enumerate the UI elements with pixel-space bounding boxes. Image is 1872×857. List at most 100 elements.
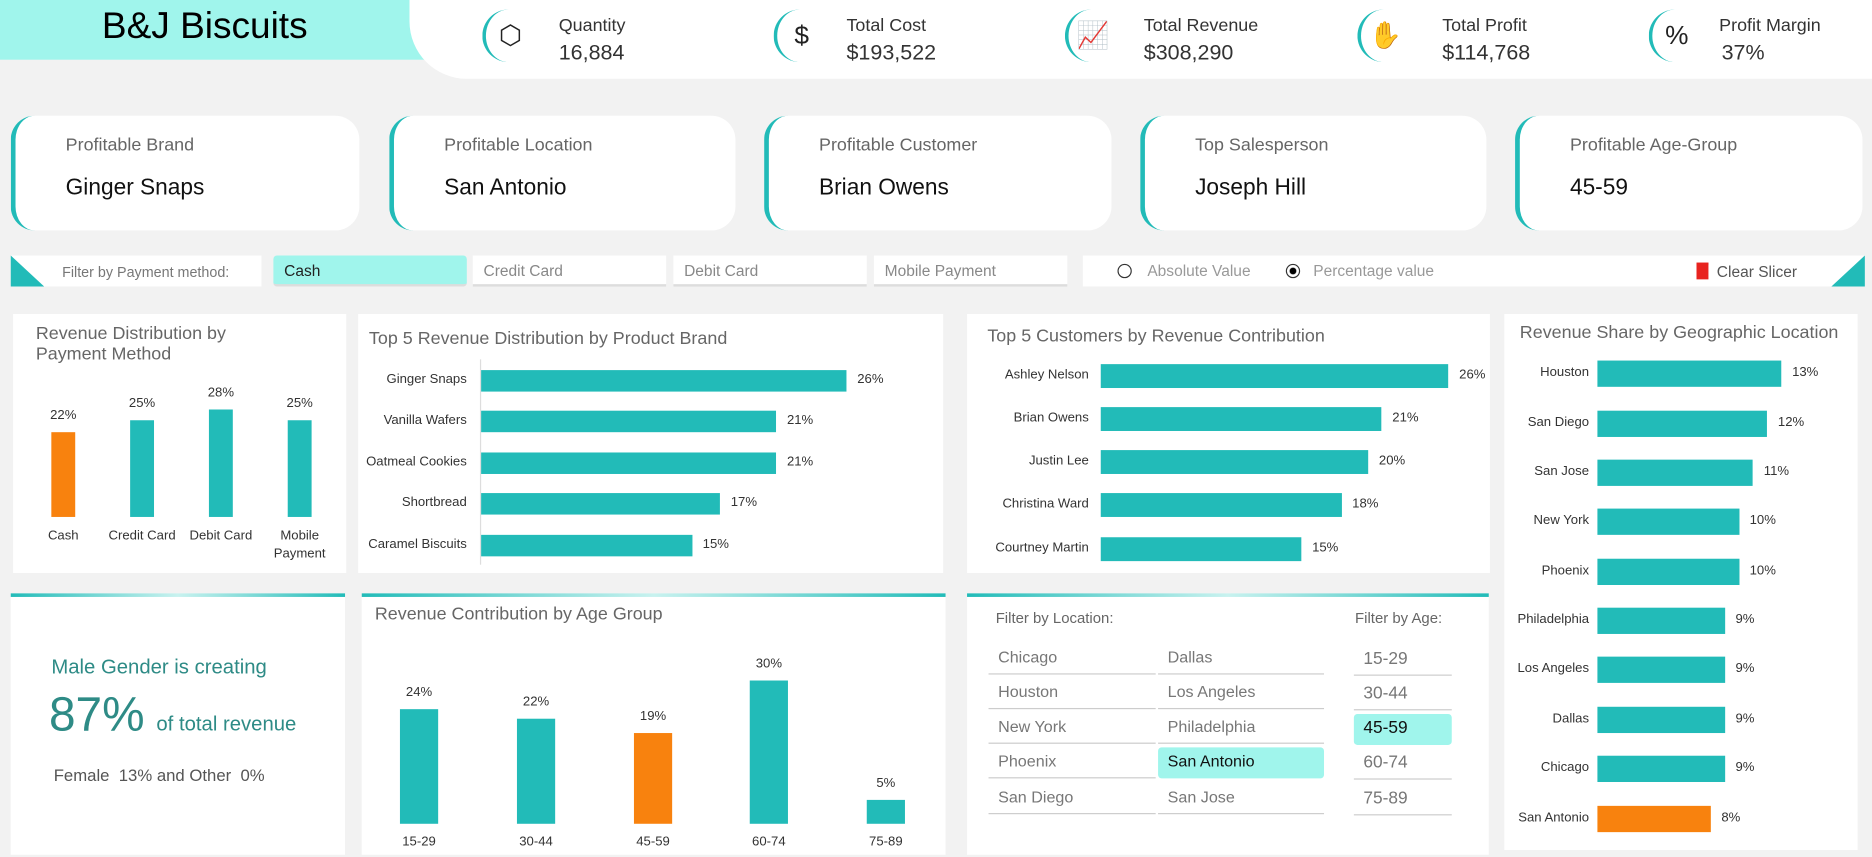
bar (1100, 450, 1369, 474)
chart-title: Revenue Share by Geographic Location (1519, 322, 1839, 343)
bar (1597, 805, 1711, 833)
data-label: 15% (702, 537, 729, 552)
location-option[interactable]: San Jose (1158, 783, 1325, 815)
category-label: Mobile Payment (273, 528, 326, 562)
bar (1597, 607, 1725, 634)
category-label: San Antonio (1518, 810, 1590, 825)
kpi-value: 16,884 (558, 40, 625, 65)
age-option[interactable]: 15-29 (1353, 645, 1452, 676)
category-label: Philadelphia (1517, 612, 1590, 627)
category-label: Shortbread (401, 495, 467, 510)
title-band (0, 0, 430, 60)
data-label: 26% (857, 372, 884, 387)
payment-filter-label: Filter by Payment method: (62, 263, 230, 281)
location-option[interactable]: San Diego (988, 783, 1156, 815)
category-label: Dallas (1552, 711, 1590, 726)
bar (1597, 360, 1782, 387)
data-label: 22% (50, 408, 77, 423)
card-value: Brian Owens (819, 175, 949, 201)
bar (287, 420, 312, 517)
kpi-value: $114,768 (1442, 40, 1531, 65)
kpi-card: Profitable Customer Brian Owens (764, 115, 1112, 231)
kpi-card: Profitable Age-Group 45-59 (1515, 115, 1863, 231)
category-label: Chicago (1540, 760, 1590, 775)
category-label: Ginger Snaps (386, 372, 467, 387)
payment-option-debit-card[interactable]: Debit Card (673, 255, 867, 287)
location-option[interactable]: Chicago (988, 644, 1156, 675)
chart-title: Revenue Contribution by Age Group (374, 604, 663, 625)
data-label: 9% (1735, 661, 1755, 676)
bar (481, 410, 777, 433)
category-label: Oatmeal Cookies (366, 454, 467, 470)
card-value: Joseph Hill (1195, 175, 1307, 201)
location-option[interactable]: Phoenix (988, 747, 1156, 779)
data-label: 25% (286, 396, 313, 411)
card-label: Profitable Location (444, 134, 593, 156)
card-value: 45-59 (1569, 175, 1628, 201)
category-label: Debit Card (189, 528, 253, 544)
gender-panel: Male Gender is creating 87% of total rev… (10, 593, 346, 855)
data-label: 9% (1735, 760, 1755, 775)
location-option[interactable]: San Antonio (1158, 747, 1325, 779)
gender-line2: of total revenue (156, 712, 297, 736)
data-label: 10% (1749, 563, 1776, 578)
radio-percentage[interactable] (1285, 263, 1301, 279)
bar (1100, 364, 1449, 389)
location-option[interactable]: Los Angeles (1158, 678, 1325, 710)
data-label: 30% (755, 656, 783, 671)
value-mode-box: Absolute Value Percentage value Clear Sl… (1082, 255, 1865, 287)
payment-option-mobile-payment[interactable]: Mobile Payment (873, 255, 1068, 287)
bar (1597, 410, 1768, 437)
category-label: San Diego (1527, 415, 1590, 430)
category-label: Justin Lee (1028, 453, 1089, 469)
data-label: 22% (522, 694, 550, 710)
bar (516, 718, 556, 824)
location-option[interactable]: Houston (988, 678, 1156, 710)
kpi-label: Profit Margin (1719, 15, 1821, 36)
brand-chart: Top 5 Revenue Distribution by Product Br… (358, 313, 944, 574)
data-label: 9% (1735, 612, 1755, 627)
bar (866, 799, 905, 824)
location-option[interactable]: New York (988, 713, 1156, 744)
age-chart: Revenue Contribution by Age Group 24% 15-… (361, 593, 946, 855)
triangle-decoration (10, 255, 45, 287)
age-option[interactable]: 30-44 (1353, 679, 1452, 711)
percent-pie-icon: % (1648, 9, 1702, 63)
trash-icon[interactable] (1696, 262, 1709, 280)
age-option[interactable]: 60-74 (1353, 749, 1452, 780)
bar (481, 534, 692, 557)
data-label: 25% (128, 396, 156, 411)
card-value: Ginger Snaps (65, 175, 205, 201)
data-label: 10% (1749, 513, 1776, 528)
category-label: Caramel Biscuits (368, 537, 467, 552)
payment-option-credit-card[interactable]: Credit Card (472, 255, 667, 287)
category-label: Ashley Nelson (1004, 367, 1089, 383)
age-option[interactable]: 75-89 (1353, 784, 1452, 816)
clear-slicer-button[interactable]: Clear Slicer (1716, 262, 1798, 281)
chart-title: Top 5 Customers by Revenue Contribution (987, 325, 1325, 347)
chart-title: Top 5 Revenue Distribution by Product Br… (368, 328, 728, 349)
radio-absolute[interactable] (1117, 263, 1132, 279)
kpi-bar (409, 0, 1872, 79)
bar (1597, 706, 1725, 734)
payment-method-chart: Revenue Distribution by Payment Method 2… (13, 313, 347, 574)
age-option[interactable]: 45-59 (1353, 713, 1452, 745)
radio-percentage-label[interactable]: Percentage value (1313, 261, 1435, 280)
bar (481, 452, 777, 474)
kpi-card: Profitable Location San Antonio (389, 115, 736, 231)
location-option[interactable]: Philadelphia (1158, 713, 1325, 744)
kpi-label: Quantity (558, 15, 626, 36)
payment-option-cash[interactable]: Cash (273, 255, 467, 287)
category-label: 75-89 (869, 834, 903, 849)
data-label: 21% (786, 454, 814, 470)
radio-absolute-label[interactable]: Absolute Value (1147, 261, 1251, 280)
data-label: 12% (1777, 415, 1805, 430)
triangle-decoration (1831, 255, 1865, 287)
data-label: 21% (1392, 410, 1419, 426)
data-label: 11% (1763, 464, 1790, 479)
gender-line3: Female 13% and Other 0% (53, 765, 265, 785)
kpi-label: Total Profit (1442, 15, 1527, 36)
data-label: 5% (876, 776, 896, 791)
location-option[interactable]: Dallas (1158, 644, 1325, 675)
